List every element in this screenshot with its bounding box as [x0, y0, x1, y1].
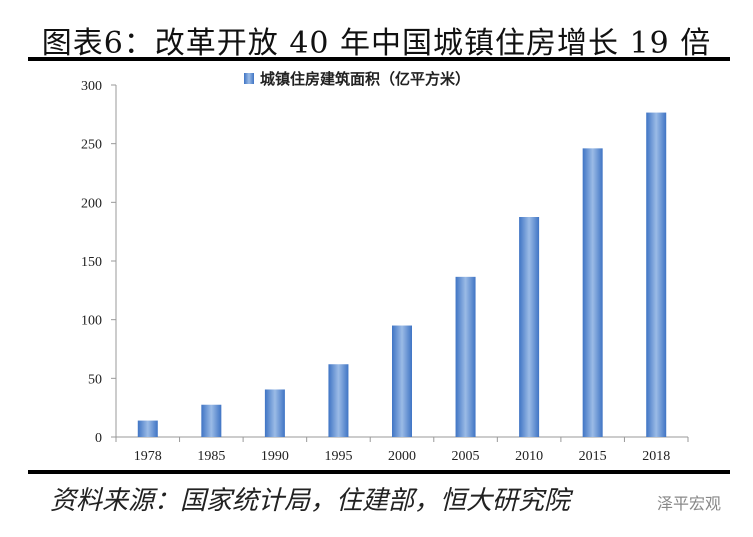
- y-tick-label: 100: [81, 314, 102, 329]
- bar-1985: [201, 404, 222, 437]
- top-rule: [28, 57, 730, 61]
- x-tick-label: 2005: [452, 449, 480, 464]
- x-tick-label: 1995: [324, 449, 352, 464]
- y-tick-label: 300: [81, 79, 102, 94]
- bar-2005: [455, 276, 476, 437]
- bar-2000: [392, 325, 412, 437]
- legend-swatch: [244, 73, 254, 84]
- x-tick-label: 1978: [134, 449, 162, 464]
- watermark: 泽平宏观: [657, 494, 722, 513]
- bar-2015: [582, 148, 603, 438]
- x-tick-label: 2010: [515, 449, 543, 464]
- bar-1978: [137, 420, 158, 437]
- source-note: 资料来源：国家统计局，住建部，恒大研究院: [50, 486, 571, 516]
- y-tick-label: 50: [88, 372, 102, 387]
- y-tick-label: 0: [95, 431, 102, 446]
- y-tick-label: 150: [81, 255, 102, 270]
- bar-2010: [519, 217, 540, 437]
- bar-1990: [264, 389, 285, 437]
- x-tick-label: 2000: [388, 449, 416, 464]
- x-tick-label: 2018: [642, 449, 670, 464]
- y-tick-label: 200: [81, 196, 102, 211]
- legend: 城镇住房建筑面积（亿平方米）: [244, 70, 470, 88]
- bar-1995: [328, 364, 349, 437]
- x-tick-label: 1985: [197, 449, 225, 464]
- bar-2018: [646, 112, 667, 437]
- bottom-rule: [28, 470, 730, 474]
- x-tick-label: 2015: [579, 449, 607, 464]
- figure-title: 图表6：改革开放 40 年中国城镇住房增长 19 倍: [41, 26, 712, 61]
- legend-label: 城镇住房建筑面积（亿平方米）: [260, 70, 470, 88]
- bar-chart: 城镇住房建筑面积（亿平方米） 0 50 100 150 200 250 300 1978 198…: [81, 70, 689, 464]
- x-tick-label: 1990: [261, 449, 289, 464]
- y-tick-label: 250: [81, 138, 102, 153]
